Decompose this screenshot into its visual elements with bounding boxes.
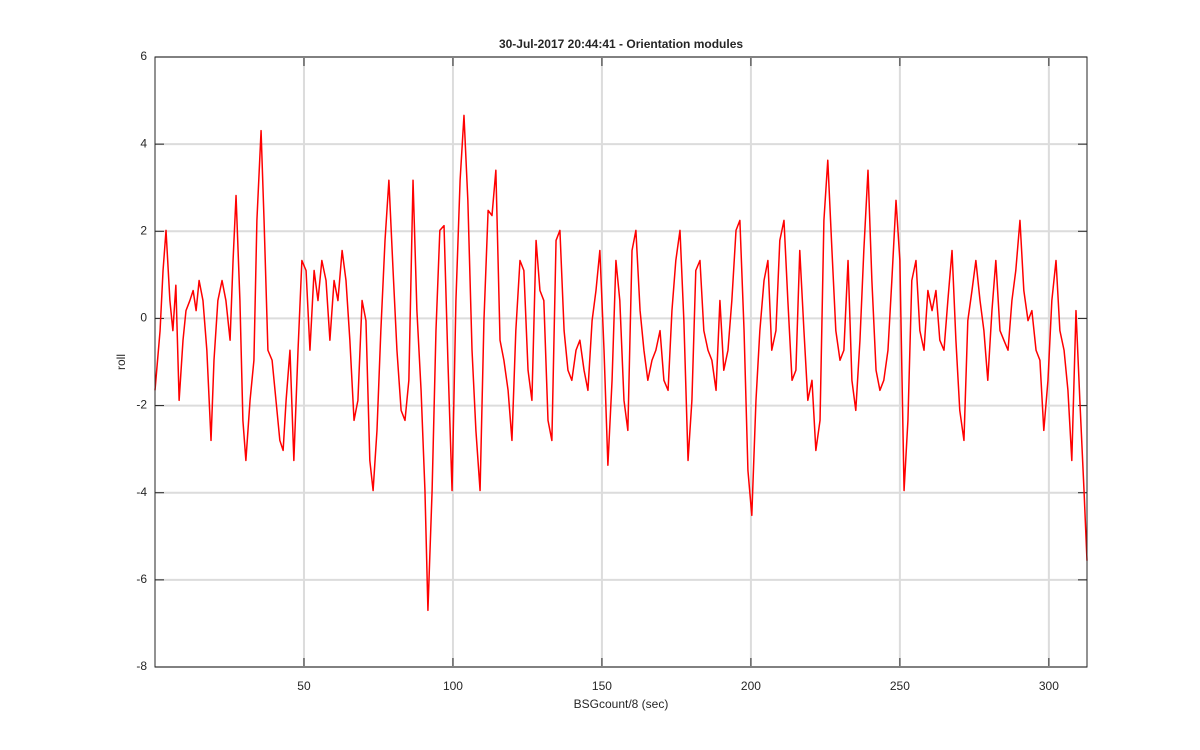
y-tick-label: -8 <box>136 659 147 673</box>
x-tick-label: 100 <box>443 679 463 693</box>
y-tick-label: 6 <box>140 49 147 63</box>
x-axis-label: BSGcount/8 (sec) <box>574 697 669 711</box>
x-tick-label: 150 <box>592 679 612 693</box>
plot-area <box>155 57 1087 667</box>
x-tick-label: 200 <box>741 679 761 693</box>
x-tick-label: 50 <box>297 679 311 693</box>
axes-box <box>154 56 1088 668</box>
y-axis-label: roll <box>114 354 128 370</box>
y-tick-label: 2 <box>140 223 147 237</box>
chart-title: 30-Jul-2017 20:44:41 - Orientation modul… <box>499 37 743 51</box>
y-tick-label: 4 <box>140 136 147 150</box>
y-tick-label: -4 <box>136 485 147 499</box>
y-tick-label: -2 <box>136 398 147 412</box>
data-line <box>154 114 1088 612</box>
y-tick-label: 0 <box>140 311 147 325</box>
x-tick-label: 250 <box>890 679 910 693</box>
x-tick-label: 300 <box>1039 679 1059 693</box>
y-tick-label: -6 <box>136 572 147 586</box>
